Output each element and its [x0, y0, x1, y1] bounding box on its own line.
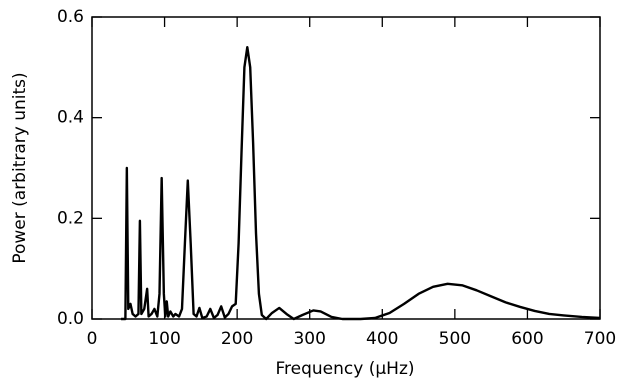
x-tick-label: 100	[148, 329, 180, 349]
plot-frame	[91, 16, 601, 320]
line	[121, 46, 601, 321]
y-tick-label: 0.2	[57, 208, 84, 228]
x-tick-label: 300	[293, 329, 325, 349]
y-tick-label: 0.0	[57, 309, 84, 329]
x-tick-label: 600	[511, 329, 543, 349]
x-axis-label: Frequency (μHz)	[275, 359, 414, 379]
y-tick-label: 0.6	[57, 7, 84, 27]
y-axis-label: Power (arbitrary units)	[10, 72, 30, 263]
x-tick-label: 500	[439, 329, 471, 349]
x-tick-label: 700	[584, 329, 616, 349]
y-tick-label: 0.4	[57, 108, 84, 128]
x-tick-label: 200	[221, 329, 253, 349]
x-tick-label: 400	[366, 329, 398, 349]
x-tick-label: 0	[87, 329, 98, 349]
